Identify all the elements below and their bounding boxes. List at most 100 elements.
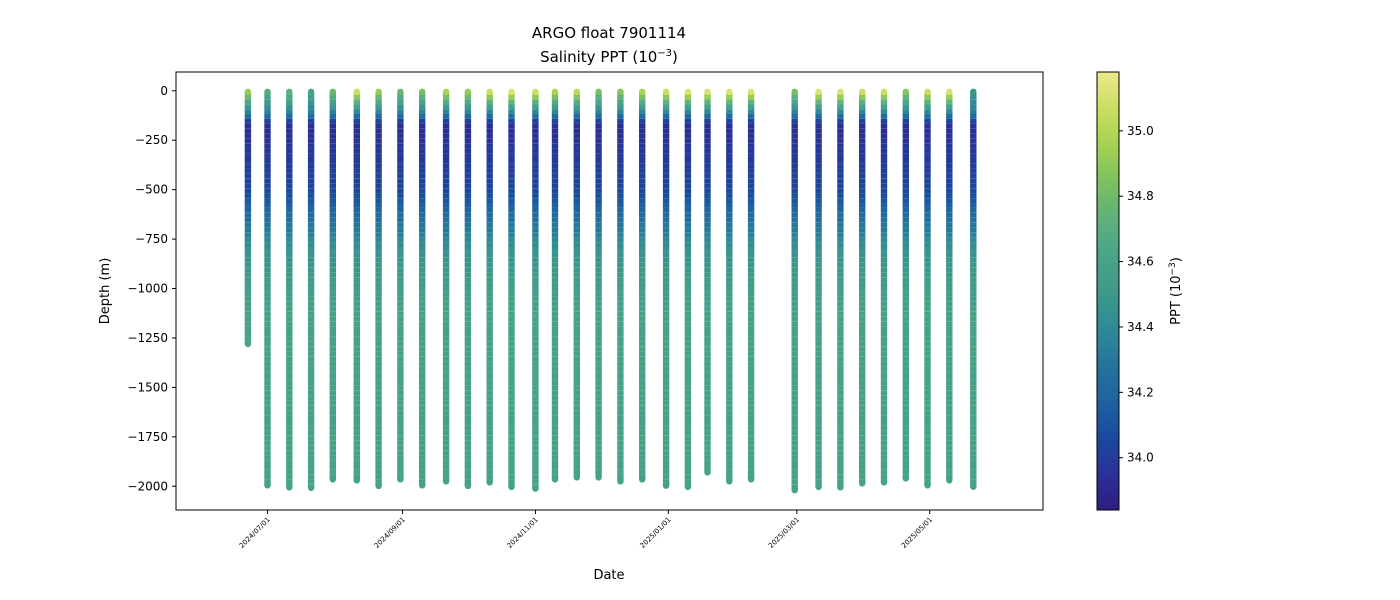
- profile-segment: [353, 188, 360, 194]
- profile-segment: [508, 143, 515, 149]
- profile-segment: [486, 292, 493, 297]
- profile-segment: [662, 173, 670, 179]
- profile-segment: [747, 212, 755, 218]
- profile-segment: [747, 163, 755, 169]
- profile-segment: [924, 336, 931, 342]
- profile-segment: [837, 198, 844, 203]
- profile-bottom-point: [902, 475, 909, 482]
- profile-segment: [704, 94, 711, 100]
- profile-segment: [617, 252, 624, 258]
- profile-segment: [508, 114, 515, 119]
- profile-segment: [508, 227, 515, 233]
- profile-segment: [307, 242, 315, 248]
- profile-segment: [264, 153, 271, 159]
- profile-bottom-point: [397, 476, 404, 483]
- profile-segment: [617, 143, 624, 149]
- profile-top-point: [726, 88, 733, 96]
- profile-segment: [595, 158, 602, 164]
- profile-segment: [880, 232, 888, 238]
- profile-segment: [902, 470, 909, 475]
- profile-segment: [397, 94, 404, 100]
- profile-segment: [419, 262, 426, 268]
- profile-segment: [353, 430, 360, 436]
- profile-segment: [924, 311, 931, 317]
- profile-segment: [353, 217, 360, 223]
- profile-segment: [684, 336, 692, 342]
- profile-segment: [353, 99, 360, 105]
- profile-segment: [419, 123, 426, 129]
- profile-segment: [419, 346, 426, 352]
- profile-segment: [264, 272, 271, 278]
- profile-segment: [329, 385, 336, 391]
- profile-segment: [639, 405, 646, 411]
- profile-segment: [747, 227, 755, 233]
- profile-segment: [307, 341, 315, 347]
- profile-segment: [264, 395, 271, 401]
- profile-segment: [791, 138, 798, 144]
- profile-segment: [946, 445, 953, 451]
- profile-segment: [353, 227, 360, 233]
- profile-segment: [375, 163, 382, 169]
- profile-segment: [595, 104, 602, 109]
- y-tick-label: −500: [135, 183, 168, 197]
- profile-segment: [970, 257, 977, 263]
- profile-segment: [704, 128, 711, 134]
- profile-segment: [397, 133, 404, 139]
- profile-segment: [726, 138, 733, 144]
- profile-segment: [551, 232, 559, 238]
- profile-segment: [307, 247, 315, 253]
- profile-segment: [307, 104, 315, 109]
- profile-segment: [508, 381, 515, 386]
- profile-segment: [329, 356, 336, 362]
- profile-segment: [442, 277, 450, 283]
- profile-segment: [329, 207, 336, 213]
- profile-segment: [286, 395, 293, 401]
- profile-segment: [508, 183, 515, 189]
- profile-segment: [880, 183, 888, 189]
- profile-segment: [419, 296, 426, 302]
- profile-segment: [837, 356, 844, 362]
- profile-segment: [573, 128, 580, 134]
- profile-segment: [397, 400, 404, 406]
- profile-segment: [880, 247, 888, 253]
- profile-segment: [464, 143, 472, 149]
- profile-segment: [508, 94, 515, 100]
- profile-segment: [307, 257, 315, 263]
- profile-segment: [286, 262, 293, 268]
- profile-segment: [747, 311, 755, 317]
- profile-segment: [662, 138, 670, 144]
- profile-segment: [639, 455, 646, 460]
- profile-segment: [573, 163, 580, 169]
- profile-segment: [837, 455, 844, 460]
- profile-segment: [595, 119, 602, 124]
- profile-segment: [442, 296, 450, 302]
- profile-segment: [639, 198, 646, 203]
- profile-segment: [442, 474, 450, 480]
- profile-segment: [397, 163, 404, 169]
- profile-segment: [791, 119, 798, 124]
- profile-segment: [970, 405, 977, 411]
- profile-segment: [639, 361, 646, 367]
- profile-segment: [726, 158, 733, 164]
- profile-segment: [704, 450, 711, 456]
- profile-segment: [286, 237, 293, 243]
- profile-segment: [329, 341, 336, 347]
- profile-segment: [617, 232, 624, 238]
- profile-segment: [419, 311, 426, 317]
- profile-segment: [662, 237, 670, 243]
- profile-segment: [662, 247, 670, 253]
- profile-segment: [946, 450, 953, 456]
- profile-segment: [551, 381, 559, 386]
- profile-segment: [329, 346, 336, 352]
- profile-segment: [880, 326, 888, 332]
- profile-segment: [815, 99, 822, 105]
- profile-segment: [924, 277, 931, 283]
- profile-segment: [815, 168, 822, 174]
- profile-segment: [551, 445, 559, 451]
- profile-segment: [726, 104, 733, 109]
- profile-segment: [442, 316, 450, 322]
- profile-segment: [419, 356, 426, 362]
- profile-segment: [508, 425, 515, 431]
- profile-segment: [573, 311, 580, 317]
- profile-segment: [397, 455, 404, 460]
